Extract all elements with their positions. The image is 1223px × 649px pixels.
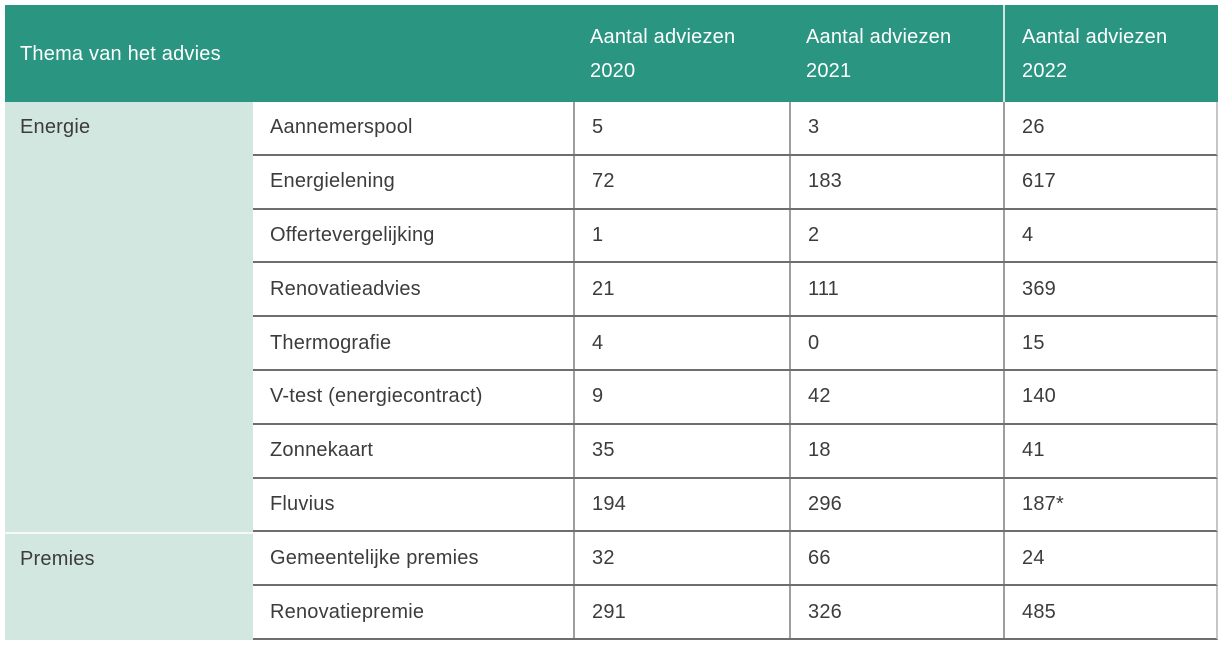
table-row: V-test (energiecontract) 9 42 140 bbox=[253, 370, 1218, 425]
value-2022: 187* bbox=[1003, 478, 1216, 531]
table-row: Thermografie 4 0 15 bbox=[253, 317, 1218, 371]
value-2021: 326 bbox=[789, 586, 1003, 638]
category-cell-premies: Premies bbox=[5, 532, 253, 640]
table-body: Energie Aannemerspool 5 3 26 Energieleni… bbox=[5, 102, 1218, 640]
value-2020: 194 bbox=[573, 478, 789, 531]
value-2021: 18 bbox=[789, 424, 1003, 477]
header-theme-label: Thema van het advies bbox=[20, 42, 221, 65]
header-cell-theme: Thema van het advies bbox=[5, 5, 573, 102]
header-2021-label: Aantal adviezen bbox=[806, 25, 952, 48]
value-2022: 485 bbox=[1003, 586, 1216, 638]
row-label: Renovatiepremie bbox=[270, 600, 425, 623]
category-cell-energie: Energie bbox=[5, 102, 253, 533]
row-label: Offertevergelijking bbox=[270, 223, 435, 246]
header-2022-label: Aantal adviezen bbox=[1022, 25, 1168, 48]
group-energie: Energie Aannemerspool 5 3 26 Energieleni… bbox=[5, 102, 1218, 533]
value-2022: 24 bbox=[1003, 532, 1216, 585]
table-row: Energielening 72 183 617 bbox=[253, 155, 1218, 210]
value-2022: 369 bbox=[1003, 263, 1216, 316]
value-2020: 35 bbox=[573, 424, 789, 477]
header-2020-label: Aantal adviezen bbox=[590, 25, 736, 48]
table-row: Gemeentelijke premies 32 66 24 bbox=[253, 532, 1218, 587]
value-2021: 42 bbox=[789, 370, 1003, 423]
row-label: Fluvius bbox=[270, 492, 335, 515]
group-premies: Premies Gemeentelijke premies 32 66 24 R… bbox=[5, 532, 1218, 640]
value-2021: 296 bbox=[789, 478, 1003, 531]
table-header-row: Thema van het advies Aantal adviezen 202… bbox=[5, 5, 1218, 102]
row-label: V-test (energiecontract) bbox=[270, 385, 483, 408]
table-row: Fluvius 194 296 187* bbox=[253, 478, 1218, 533]
group-energie-rows: Aannemerspool 5 3 26 Energielening 72 18… bbox=[253, 102, 1218, 533]
table-row: Offertevergelijking 1 2 4 bbox=[253, 209, 1218, 264]
value-2020: 5 bbox=[573, 102, 789, 154]
row-label: Zonnekaart bbox=[270, 439, 374, 462]
table-row: Renovatieadvies 21 111 369 bbox=[253, 263, 1218, 318]
value-2022: 140 bbox=[1003, 370, 1216, 423]
value-2020: 1 bbox=[573, 209, 789, 262]
value-2020: 9 bbox=[573, 370, 789, 423]
value-2022: 4 bbox=[1003, 209, 1216, 262]
header-cell-2020: Aantal adviezen 2020 bbox=[573, 5, 789, 102]
row-label: Gemeentelijke premies bbox=[270, 546, 479, 569]
value-2021: 183 bbox=[789, 155, 1003, 208]
value-2022: 26 bbox=[1003, 102, 1216, 154]
group-premies-rows: Gemeentelijke premies 32 66 24 Renovatie… bbox=[253, 532, 1218, 640]
value-2021: 3 bbox=[789, 102, 1003, 154]
value-2020: 291 bbox=[573, 586, 789, 638]
row-label: Aannemerspool bbox=[270, 116, 413, 139]
advice-counts-table: Thema van het advies Aantal adviezen 202… bbox=[5, 5, 1218, 640]
header-2021-year: 2021 bbox=[806, 59, 852, 82]
value-2021: 2 bbox=[789, 209, 1003, 262]
header-cell-2022: Aantal adviezen 2022 bbox=[1003, 5, 1218, 102]
row-label: Thermografie bbox=[270, 331, 392, 354]
table-row: Renovatiepremie 291 326 485 bbox=[253, 586, 1218, 640]
value-2021: 0 bbox=[789, 317, 1003, 369]
header-2022-year: 2022 bbox=[1022, 59, 1068, 82]
value-2020: 4 bbox=[573, 317, 789, 369]
row-label: Energielening bbox=[270, 170, 395, 193]
table-row: Aannemerspool 5 3 26 bbox=[253, 102, 1218, 156]
value-2021: 111 bbox=[789, 263, 1003, 316]
row-label: Renovatieadvies bbox=[270, 277, 421, 300]
value-2020: 21 bbox=[573, 263, 789, 316]
value-2020: 72 bbox=[573, 155, 789, 208]
value-2020: 32 bbox=[573, 532, 789, 585]
header-cell-2021: Aantal adviezen 2021 bbox=[789, 5, 1003, 102]
header-2020-year: 2020 bbox=[590, 59, 636, 82]
value-2022: 15 bbox=[1003, 317, 1216, 369]
value-2022: 41 bbox=[1003, 424, 1216, 477]
table-row: Zonnekaart 35 18 41 bbox=[253, 424, 1218, 479]
value-2021: 66 bbox=[789, 532, 1003, 585]
value-2022: 617 bbox=[1003, 155, 1216, 208]
